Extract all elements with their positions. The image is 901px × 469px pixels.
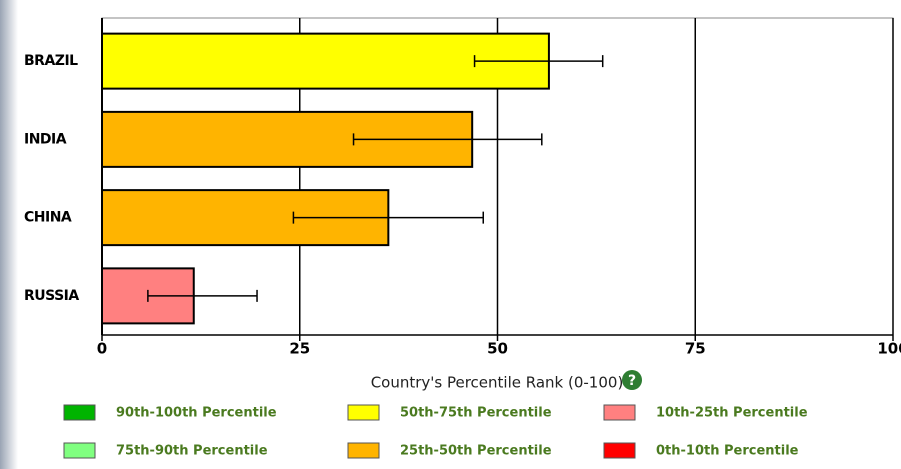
legend-swatch <box>347 442 380 459</box>
y-tick-label: CHINA <box>24 210 72 226</box>
x-axis-label: Country's Percentile Rank (0-100) <box>371 374 624 392</box>
legend-label: 0th-10th Percentile <box>656 444 799 459</box>
x-tick-label: 25 <box>289 340 310 358</box>
window-edge <box>0 0 18 469</box>
x-tick-label: 75 <box>685 340 706 358</box>
y-tick-label: RUSSIA <box>24 288 79 304</box>
x-tick-label: 50 <box>487 340 508 358</box>
legend-label: 10th-25th Percentile <box>656 406 808 421</box>
x-tick-label: 100 <box>877 340 901 358</box>
legend-label: 75th-90th Percentile <box>116 444 268 459</box>
legend-swatch <box>63 442 96 459</box>
x-tick-label: 0 <box>97 340 107 358</box>
help-icon[interactable]: ? <box>622 370 642 390</box>
y-tick-label: INDIA <box>24 131 67 147</box>
legend-swatch <box>63 404 96 421</box>
legend-label: 50th-75th Percentile <box>400 406 552 421</box>
y-tick-label: BRAZIL <box>24 53 78 69</box>
legend-swatch <box>347 404 380 421</box>
legend-swatch <box>603 442 636 459</box>
legend-swatch <box>603 404 636 421</box>
svg-text:?: ? <box>628 373 636 389</box>
legend-label: 90th-100th Percentile <box>116 406 277 421</box>
legend-label: 25th-50th Percentile <box>400 444 552 459</box>
